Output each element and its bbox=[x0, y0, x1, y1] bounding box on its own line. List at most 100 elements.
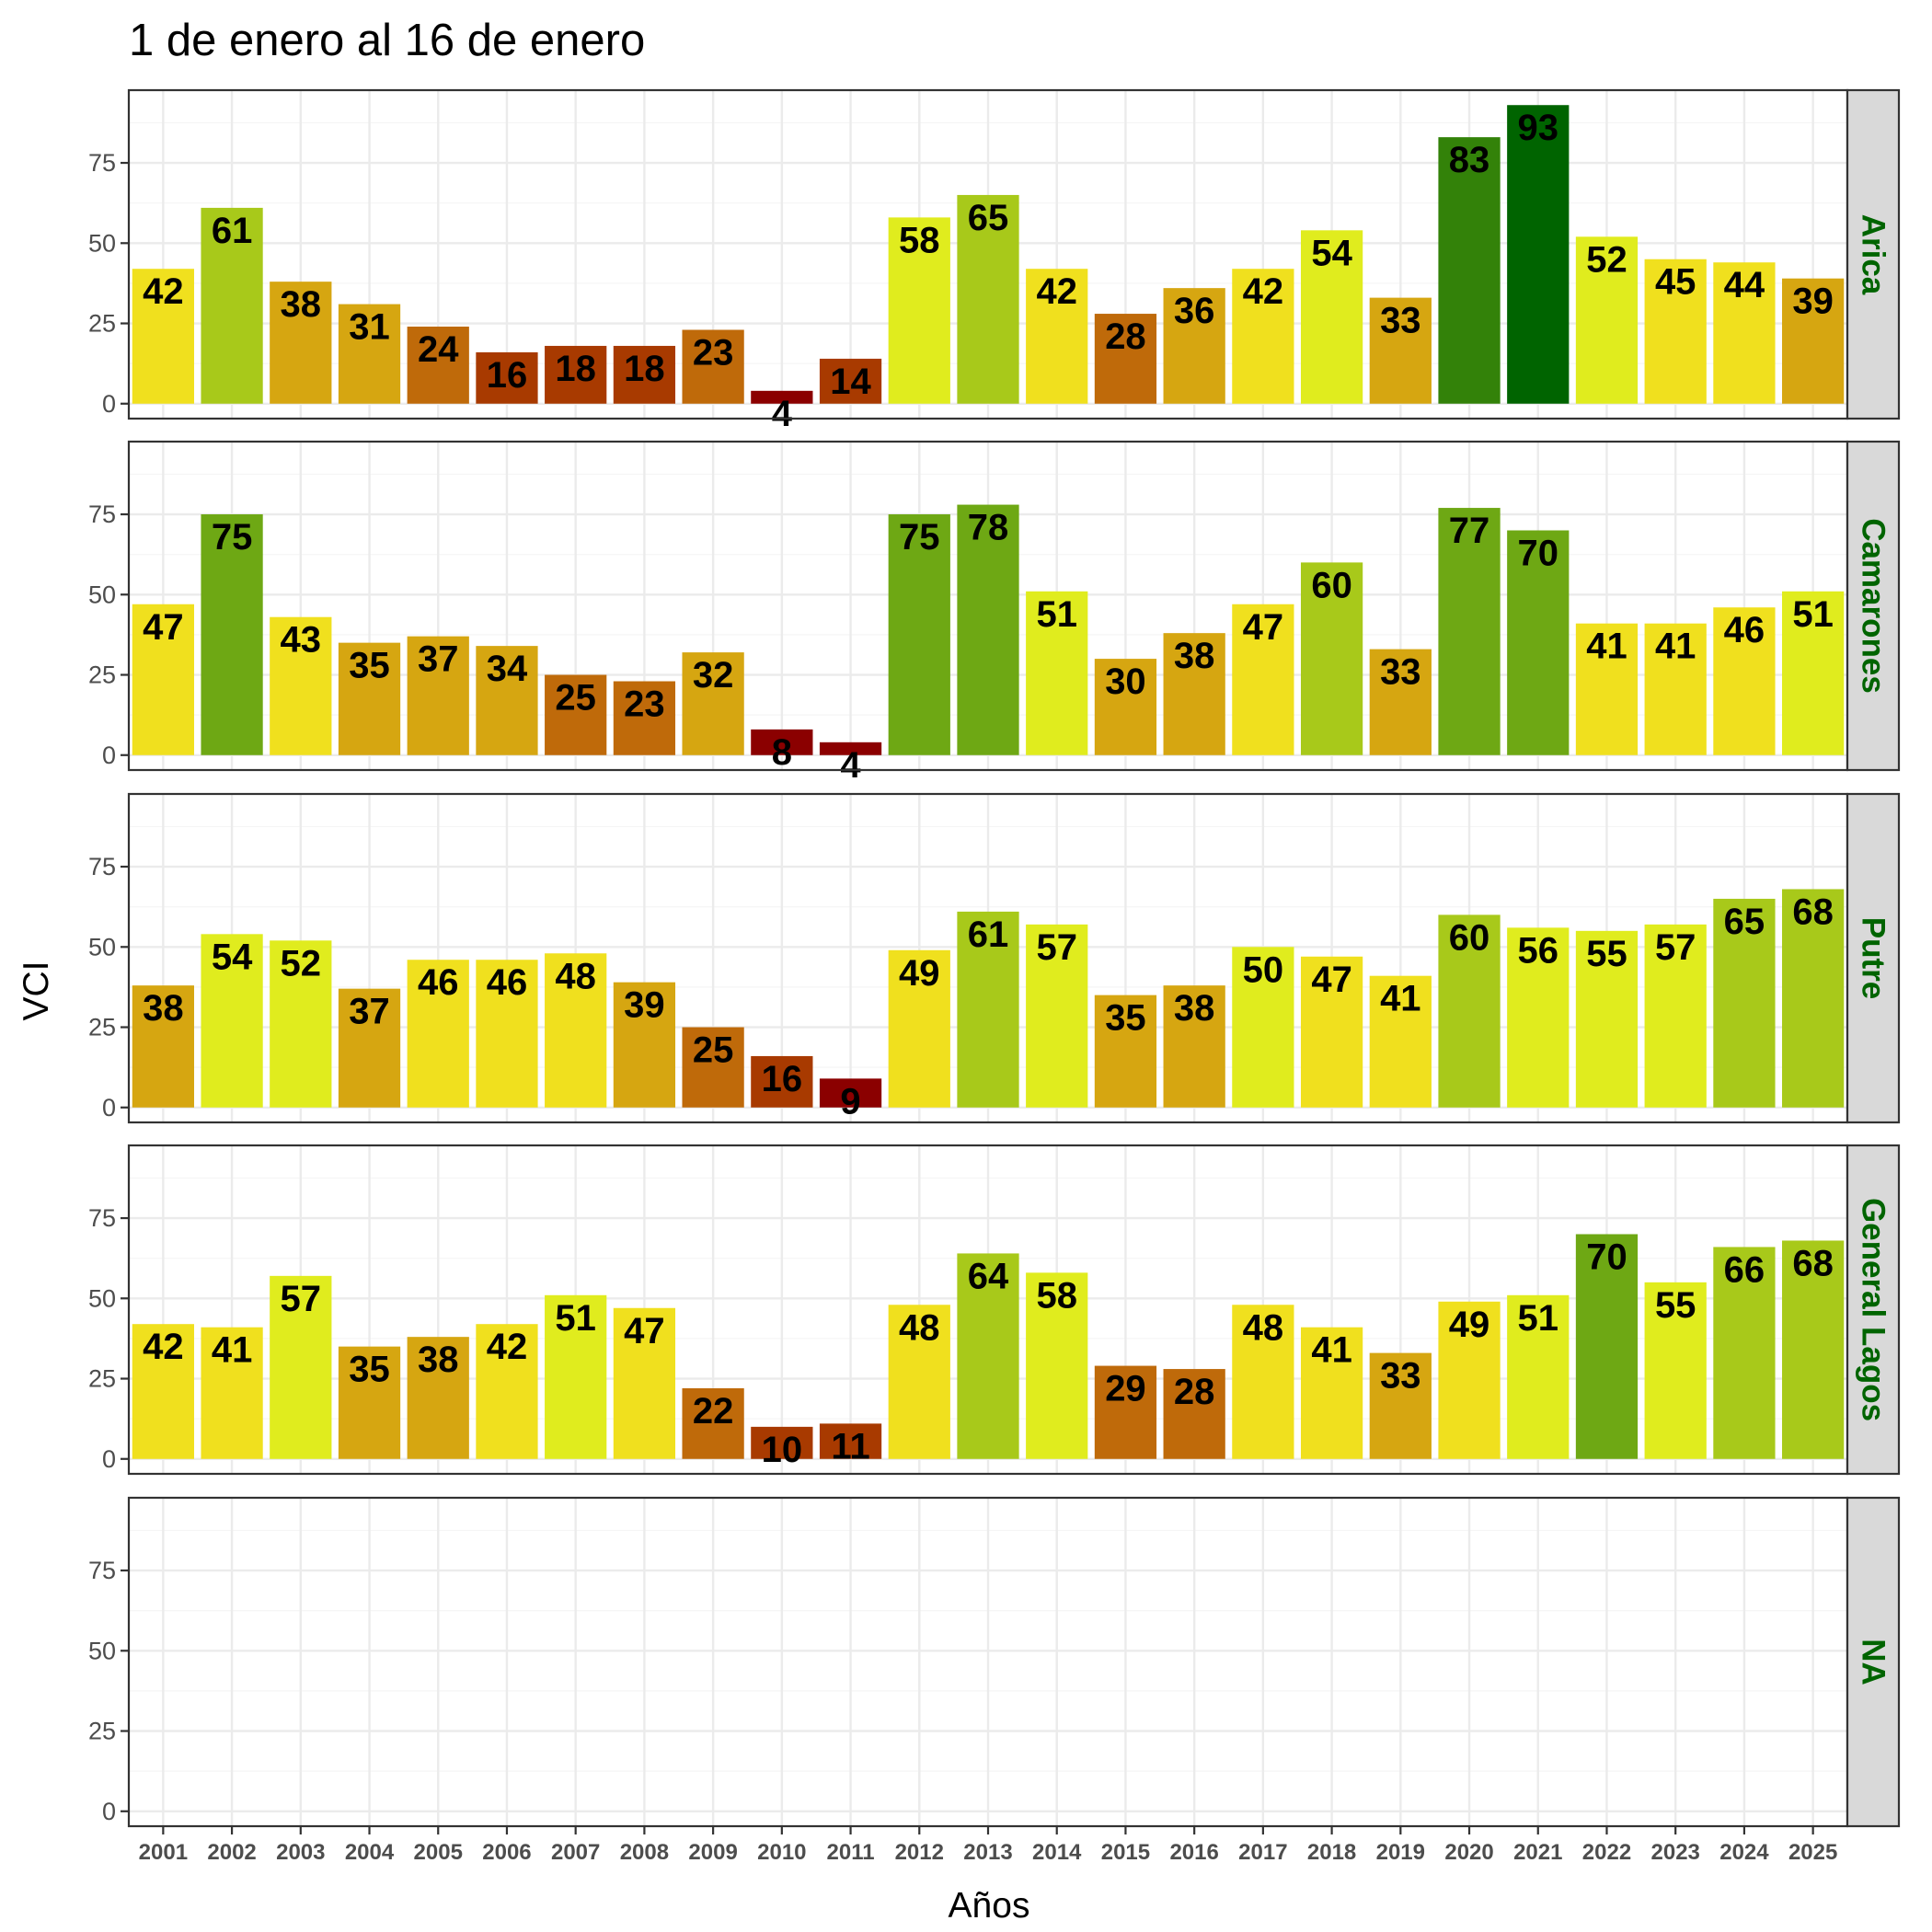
facet-panel: 38 54 52 37 46 46 48 39 25 16 9 49 61 57 35 38 50 47 41 60 5… bbox=[88, 792, 1901, 1124]
bar bbox=[751, 1055, 813, 1108]
bar bbox=[682, 329, 744, 404]
y-tick-label: 50 bbox=[88, 229, 116, 257]
bar bbox=[888, 514, 950, 755]
bar bbox=[201, 934, 263, 1108]
x-axis-title: Años bbox=[949, 1886, 1030, 1926]
bar-label: 46 bbox=[418, 962, 459, 1003]
bar-label: 70 bbox=[1518, 533, 1559, 573]
x-tick-label: 2001 bbox=[139, 1840, 188, 1865]
bar-label: 42 bbox=[143, 271, 184, 312]
x-tick-label: 2017 bbox=[1238, 1840, 1287, 1865]
bar-label: 31 bbox=[349, 307, 390, 348]
bar-label: 60 bbox=[1311, 565, 1352, 605]
bar-label: 41 bbox=[1380, 979, 1421, 1019]
bar bbox=[1782, 889, 1845, 1108]
bar bbox=[545, 674, 607, 755]
bar-label: 28 bbox=[1174, 1372, 1215, 1412]
bar bbox=[1782, 278, 1845, 404]
bar bbox=[613, 982, 676, 1108]
bar bbox=[132, 1324, 194, 1459]
bar bbox=[1232, 604, 1294, 755]
bar bbox=[201, 207, 263, 404]
x-tick-label: 2011 bbox=[827, 1840, 875, 1865]
bar bbox=[1644, 623, 1707, 755]
y-tick-label: 50 bbox=[88, 1284, 116, 1312]
y-tick-label: 75 bbox=[88, 149, 116, 177]
x-tick-label: 2008 bbox=[620, 1840, 669, 1865]
x-tick-label: 2007 bbox=[551, 1840, 600, 1865]
bar bbox=[338, 304, 401, 404]
y-tick-label: 50 bbox=[88, 1637, 116, 1664]
bar-label: 35 bbox=[349, 1350, 390, 1390]
bar bbox=[1026, 924, 1088, 1108]
x-tick-label: 2022 bbox=[1582, 1840, 1631, 1865]
bar bbox=[1507, 530, 1570, 755]
bar-label: 4 bbox=[772, 394, 793, 434]
bar bbox=[1369, 297, 1432, 404]
chart-title: 1 de enero al 16 de enero bbox=[129, 16, 645, 65]
bar bbox=[1163, 985, 1225, 1108]
bar-label: 45 bbox=[1655, 262, 1696, 303]
bar bbox=[751, 1426, 813, 1459]
bar bbox=[888, 217, 950, 404]
bar-label: 8 bbox=[772, 732, 792, 773]
bar bbox=[1713, 607, 1776, 755]
bar bbox=[1094, 659, 1157, 755]
bar bbox=[819, 742, 882, 755]
y-tick-label: 50 bbox=[88, 933, 116, 960]
bar bbox=[1300, 562, 1363, 755]
y-tick-label: 75 bbox=[88, 853, 116, 880]
bar bbox=[1644, 1282, 1707, 1459]
bar-label: 4 bbox=[840, 745, 861, 786]
bar bbox=[545, 345, 607, 404]
bar bbox=[407, 636, 469, 755]
bar-label: 60 bbox=[1449, 917, 1490, 958]
y-tick-label: 75 bbox=[88, 500, 116, 528]
bar bbox=[1644, 259, 1707, 404]
y-tick-label: 25 bbox=[88, 661, 116, 689]
bar bbox=[819, 1423, 882, 1459]
y-tick-label: 25 bbox=[88, 1365, 116, 1393]
x-tick-label: 2002 bbox=[207, 1840, 256, 1865]
x-tick-label: 2019 bbox=[1376, 1840, 1425, 1865]
bar-label: 37 bbox=[418, 639, 459, 680]
bar-label: 18 bbox=[555, 349, 596, 389]
facet-strip-label: Putre bbox=[1856, 917, 1892, 999]
bar-label: 39 bbox=[1792, 282, 1834, 322]
bar bbox=[1163, 288, 1225, 404]
bar-label: 46 bbox=[487, 962, 528, 1003]
bar bbox=[1438, 914, 1501, 1108]
bar-label: 65 bbox=[1724, 902, 1765, 942]
bar bbox=[751, 390, 813, 404]
bar-label: 35 bbox=[1105, 998, 1146, 1039]
bar bbox=[1232, 1305, 1294, 1459]
facet-strip-label: General Lagos bbox=[1856, 1198, 1892, 1421]
bar bbox=[1644, 924, 1707, 1108]
bar bbox=[545, 953, 607, 1108]
bar bbox=[1507, 105, 1570, 404]
bar-label: 51 bbox=[1036, 594, 1077, 635]
x-tick-label: 2023 bbox=[1651, 1840, 1700, 1865]
bar bbox=[613, 681, 676, 755]
bar bbox=[476, 646, 538, 755]
bar-label: 41 bbox=[212, 1330, 253, 1371]
bar-label: 51 bbox=[1792, 594, 1834, 635]
bar-label: 77 bbox=[1449, 511, 1490, 551]
bar-label: 47 bbox=[1311, 960, 1352, 1000]
y-tick-label: 75 bbox=[88, 1557, 116, 1584]
facet-strip bbox=[1846, 88, 1901, 420]
bar bbox=[545, 1294, 607, 1459]
x-tick-label: 2025 bbox=[1788, 1840, 1837, 1865]
bar-label: 58 bbox=[1036, 1275, 1077, 1316]
bar-label: 66 bbox=[1724, 1249, 1765, 1290]
bar-label: 55 bbox=[1655, 1285, 1696, 1326]
bar-label: 75 bbox=[212, 517, 253, 558]
bar bbox=[1575, 623, 1639, 755]
bar-label: 38 bbox=[1174, 636, 1215, 676]
bar bbox=[476, 1324, 538, 1459]
bar-label: 42 bbox=[487, 1327, 528, 1367]
bar bbox=[957, 504, 1019, 755]
facet-strip bbox=[1846, 440, 1901, 772]
